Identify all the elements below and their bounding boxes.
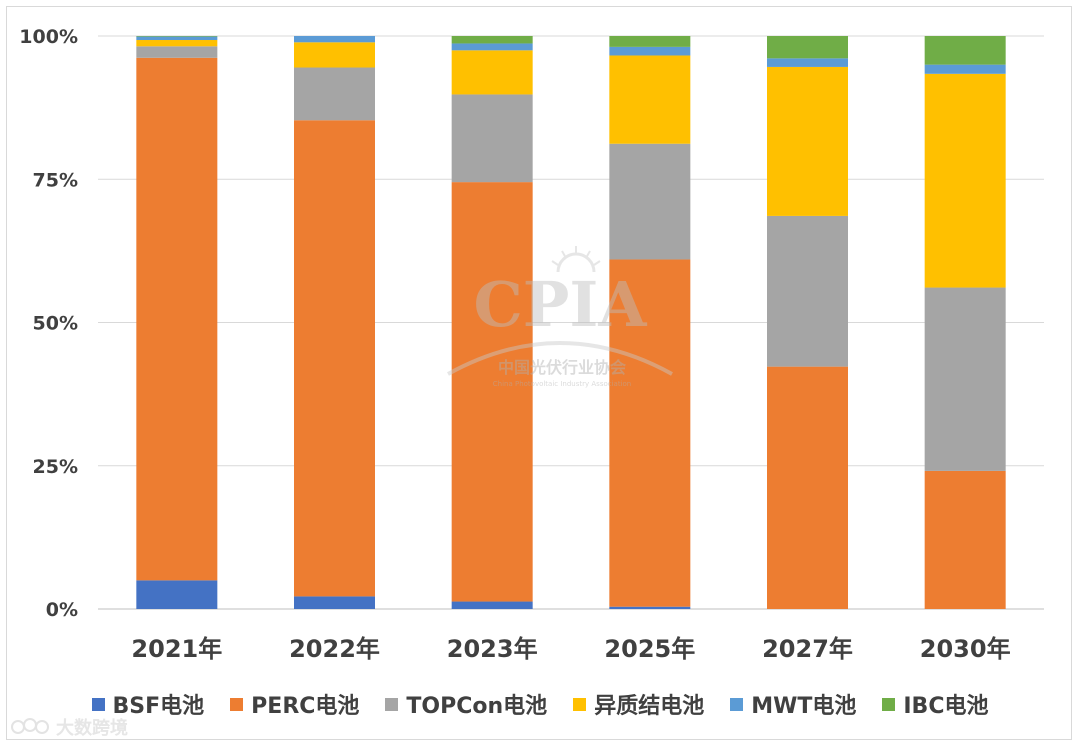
bar-segment	[136, 57, 218, 581]
bar-segment	[924, 64, 1006, 74]
legend-item: 异质结电池	[573, 688, 704, 720]
bar-segment	[136, 40, 218, 47]
legend-swatch	[230, 697, 244, 711]
x-tick-label: 2025年	[604, 635, 695, 663]
bar-segment	[294, 67, 375, 121]
x-tick-label: 2027年	[762, 635, 853, 663]
bar-segment	[609, 55, 691, 144]
cpia-watermark: CPIA 中国光伏行业协会 China Photovoltaic Industr…	[447, 246, 673, 388]
sun-icon	[551, 246, 601, 273]
bar-segment	[451, 94, 533, 183]
x-axis: 2021年 2022年 2023年 2025年 2027年 2030年	[131, 635, 1010, 663]
bar-segment	[609, 143, 691, 260]
bar-segment	[924, 36, 1006, 65]
legend-swatch	[91, 697, 105, 711]
bar-segment	[767, 366, 848, 609]
bar-segment	[294, 42, 375, 68]
bar-segment	[451, 43, 533, 51]
bar-segment	[136, 46, 218, 58]
bar-segment	[451, 50, 533, 95]
bar-segment	[451, 601, 533, 609]
legend-item: TOPCon电池	[385, 688, 547, 720]
legend-label: 异质结电池	[594, 694, 705, 719]
footer-watermark: 大数跨境	[10, 714, 128, 740]
legend-label: IBC电池	[903, 694, 989, 719]
gridlines	[98, 35, 1044, 610]
watermark-name-en: China Photovoltaic Industry Association	[493, 380, 632, 388]
bar-segment	[609, 606, 691, 609]
x-tick-label: 2021年	[131, 635, 222, 663]
bar-segment	[294, 120, 375, 597]
bar-segment	[767, 215, 848, 367]
legend-swatch	[882, 697, 896, 711]
legend-label: TOPCon电池	[406, 694, 548, 719]
bar-segment	[136, 580, 218, 609]
x-tick-label: 2022年	[289, 635, 380, 663]
bar-segment	[924, 287, 1006, 471]
bar-segment	[294, 36, 375, 43]
bar-segment	[136, 36, 218, 37]
watermark-name-cn: 中国光伏行业协会	[498, 358, 626, 377]
watermark-arc	[447, 341, 673, 376]
x-tick-label: 2023年	[447, 635, 538, 663]
legend-swatch	[573, 697, 587, 711]
bar-segment	[609, 36, 691, 47]
y-tick-label: 75%	[33, 169, 78, 191]
legend-swatch	[385, 697, 399, 711]
legend-item: BSF电池	[91, 688, 205, 720]
legend-item: MWT电池	[730, 688, 856, 720]
bar-segment	[767, 66, 848, 216]
bar-segment	[924, 470, 1006, 609]
legend-swatch	[730, 697, 744, 711]
legend-item: IBC电池	[882, 688, 988, 720]
legend-label: BSF电池	[112, 694, 205, 719]
bar-segment	[609, 46, 691, 56]
legend-item: PERC电池	[230, 688, 359, 720]
watermark-logo: CPIA	[473, 268, 647, 341]
legend-label: PERC电池	[251, 694, 360, 719]
bars	[136, 36, 1006, 609]
y-tick-label: 0%	[46, 599, 78, 621]
y-tick-label: 25%	[33, 456, 78, 478]
bar-segment	[767, 36, 848, 59]
y-axis: 0% 25% 50% 75% 100%	[19, 26, 78, 621]
footer-logo-icon	[11, 718, 49, 734]
bar-segment	[136, 36, 218, 41]
x-tick-label: 2030年	[920, 635, 1011, 663]
y-tick-label: 50%	[33, 313, 78, 335]
footer-text: 大数跨境	[56, 718, 128, 739]
bar-segment	[294, 596, 375, 609]
bar-segment	[767, 58, 848, 67]
bar-segment	[451, 36, 533, 44]
legend: BSF电池 PERC电池 TOPCon电池 异质结电池 MWT电池 IBC电池	[0, 684, 1080, 724]
y-tick-label: 100%	[19, 26, 78, 48]
bar-segment	[924, 73, 1006, 288]
legend-label: MWT电池	[751, 694, 857, 719]
bar-segment	[609, 259, 691, 607]
bar-segment	[451, 182, 533, 602]
